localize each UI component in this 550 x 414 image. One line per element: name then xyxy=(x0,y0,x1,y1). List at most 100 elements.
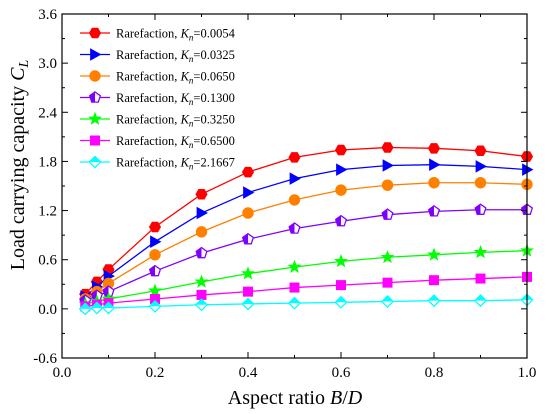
data-point xyxy=(334,295,348,309)
data-point xyxy=(381,208,394,220)
data-point xyxy=(427,143,441,154)
series-3 xyxy=(79,177,533,305)
x-tick-label: 0.2 xyxy=(146,365,165,381)
data-point xyxy=(242,232,254,245)
data-point xyxy=(195,226,208,238)
data-point xyxy=(243,186,255,199)
data-point xyxy=(336,163,348,176)
legend-label: Rarefaction, Kn=0.6500 xyxy=(116,134,235,150)
data-point xyxy=(242,207,254,219)
data-point xyxy=(336,280,346,291)
data-point xyxy=(288,152,301,163)
legend: Rarefaction, Kn=0.0054 Rarefaction, Kn=0.… xyxy=(80,27,236,172)
data-point xyxy=(429,275,439,286)
data-point xyxy=(149,249,161,261)
data-point xyxy=(89,70,101,82)
legend-entry: Rarefaction, Kn=0.0650 xyxy=(80,70,235,86)
y-tick-label: 2.4 xyxy=(38,105,57,121)
axes-layer: 0.0 0.2 0.4 0.6 0.8 1.0-0.60.00.61.21.82.43.0… xyxy=(33,7,536,381)
data-point xyxy=(335,184,347,196)
data-point xyxy=(427,247,441,261)
data-point xyxy=(474,145,487,157)
data-point xyxy=(149,264,161,277)
x-axis-title: Aspect ratio B/D xyxy=(228,387,363,409)
data-point xyxy=(241,297,255,311)
data-point xyxy=(380,249,395,264)
data-point xyxy=(241,266,255,280)
y-axis-title: Load carrying capacity CL xyxy=(7,60,32,271)
legend-entry: Rarefaction, Kn=0.1300 xyxy=(80,91,235,107)
data-point xyxy=(382,277,393,288)
data-point xyxy=(427,294,441,308)
x-tick-label: 0.6 xyxy=(332,365,351,381)
x-tick-label: 0.0 xyxy=(53,365,72,381)
y-tick-label: 3.0 xyxy=(38,56,57,72)
legend-label: Rarefaction, Kn=0.0325 xyxy=(116,48,235,64)
y-tick-label: 0.6 xyxy=(38,253,57,269)
data-point xyxy=(241,166,255,178)
legend-entry: Rarefaction, Kn=0.6500 xyxy=(80,134,235,150)
series-layer xyxy=(78,142,534,316)
data-point xyxy=(428,205,440,217)
data-point xyxy=(288,296,301,310)
data-point xyxy=(288,222,301,234)
data-point xyxy=(288,194,301,206)
data-point xyxy=(195,298,208,312)
legend-entry: Rarefaction, Kn=2.1667 xyxy=(80,156,235,172)
data-point xyxy=(148,221,162,233)
data-point xyxy=(475,273,486,284)
data-point xyxy=(428,177,440,189)
data-point xyxy=(429,158,441,171)
data-point xyxy=(334,254,348,268)
legend-entry: Rarefaction, Kn=0.0325 xyxy=(80,48,235,64)
data-point xyxy=(381,179,394,191)
legend-label: Rarefaction, Kn=0.0054 xyxy=(116,27,236,43)
data-point xyxy=(289,282,300,293)
x-tick-label: 0.8 xyxy=(425,365,444,381)
data-point xyxy=(88,27,102,39)
data-point xyxy=(473,245,488,259)
legend-entry: Rarefaction, Kn=0.0054 xyxy=(80,27,236,43)
series-2 xyxy=(80,158,534,303)
data-point xyxy=(90,135,100,146)
y-tick-label: 3.6 xyxy=(38,7,57,23)
data-point xyxy=(243,286,253,297)
data-point xyxy=(474,294,487,308)
data-point xyxy=(78,302,92,316)
data-point xyxy=(90,301,104,315)
data-point xyxy=(289,172,301,185)
x-tick-label: 0.4 xyxy=(239,365,258,381)
data-point xyxy=(88,111,102,125)
data-point xyxy=(196,289,207,300)
data-point xyxy=(195,246,208,259)
data-point xyxy=(475,160,487,173)
data-point xyxy=(88,155,102,169)
data-point xyxy=(148,283,162,297)
data-point xyxy=(196,206,208,220)
data-point xyxy=(150,235,162,248)
x-tick-label: 1.0 xyxy=(518,365,537,381)
data-point xyxy=(89,91,101,103)
data-point xyxy=(474,203,487,215)
data-point xyxy=(334,144,348,156)
series-7 xyxy=(78,293,534,316)
data-point xyxy=(474,177,487,189)
y-tick-label: -0.6 xyxy=(33,351,57,367)
y-tick-label: 1.8 xyxy=(38,154,57,170)
data-point xyxy=(148,300,162,313)
legend-label: Rarefaction, Kn=0.0650 xyxy=(116,70,235,86)
series-4 xyxy=(79,203,533,306)
data-point xyxy=(381,142,394,153)
data-point xyxy=(287,259,302,273)
legend-label: Rarefaction, Kn=0.3250 xyxy=(116,113,235,129)
data-point xyxy=(194,274,209,288)
data-point xyxy=(381,295,394,308)
y-tick-label: 0.0 xyxy=(38,302,57,318)
data-point xyxy=(90,48,102,61)
y-tick-label: 1.2 xyxy=(38,204,57,220)
data-point xyxy=(195,188,208,200)
data-point xyxy=(382,159,394,172)
data-point xyxy=(335,214,347,227)
legend-label: Rarefaction, Kn=2.1667 xyxy=(116,156,235,172)
